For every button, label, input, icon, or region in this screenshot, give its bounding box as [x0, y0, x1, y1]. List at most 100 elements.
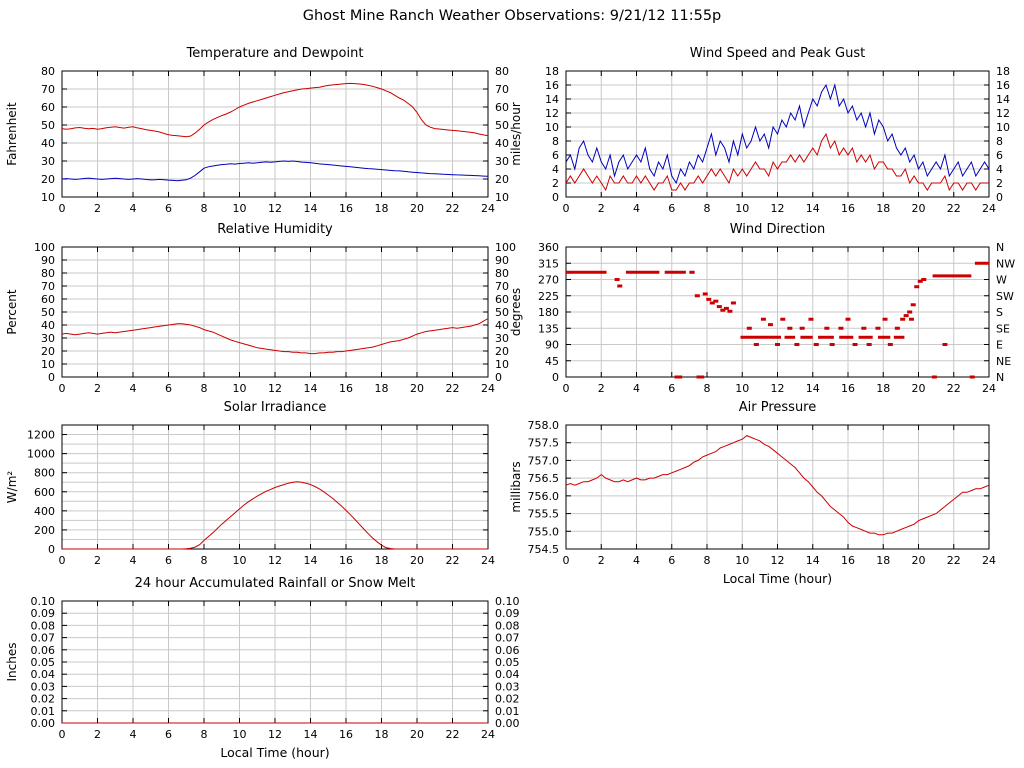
- svg-text:30: 30: [41, 155, 55, 168]
- svg-text:4: 4: [130, 554, 137, 567]
- svg-text:8: 8: [704, 202, 711, 215]
- svg-text:14: 14: [806, 202, 820, 215]
- svg-text:14: 14: [304, 728, 318, 741]
- svg-text:45: 45: [545, 355, 559, 368]
- series-peak-gust: [565, 83, 990, 185]
- svg-text:18: 18: [876, 202, 890, 215]
- svg-text:4: 4: [130, 382, 137, 395]
- svg-text:0.02: 0.02: [495, 693, 520, 706]
- svg-text:E: E: [996, 339, 1003, 352]
- svg-text:20: 20: [495, 173, 509, 186]
- svg-text:600: 600: [34, 486, 55, 499]
- svg-text:10: 10: [735, 554, 749, 567]
- chart-humidity: 0 2 4 6 8 10 12 14 16 18 20 22 240102030405060708090…: [5, 222, 516, 395]
- svg-text:40: 40: [495, 137, 509, 150]
- svg-text:2: 2: [94, 382, 101, 395]
- svg-text:8: 8: [201, 554, 208, 567]
- svg-text:24: 24: [481, 202, 495, 215]
- svg-text:0.06: 0.06: [495, 644, 520, 657]
- svg-text:0.09: 0.09: [495, 607, 520, 620]
- chart-title-winddir: Wind Direction: [730, 222, 826, 237]
- svg-text:22: 22: [446, 728, 460, 741]
- svg-text:10: 10: [495, 358, 509, 371]
- svg-text:50: 50: [41, 119, 55, 132]
- svg-text:6: 6: [668, 554, 675, 567]
- series-relative-humidity: [61, 318, 489, 355]
- svg-text:12: 12: [268, 382, 282, 395]
- svg-text:22: 22: [446, 382, 460, 395]
- svg-text:12: 12: [268, 554, 282, 567]
- svg-text:10: 10: [735, 202, 749, 215]
- svg-text:18: 18: [996, 65, 1010, 78]
- svg-text:SW: SW: [996, 290, 1014, 303]
- svg-text:80: 80: [41, 267, 55, 280]
- svg-text:16: 16: [841, 382, 855, 395]
- svg-text:10: 10: [41, 191, 55, 204]
- svg-text:360: 360: [538, 241, 559, 254]
- svg-text:2: 2: [94, 728, 101, 741]
- svg-text:20: 20: [410, 728, 424, 741]
- svg-text:N: N: [996, 371, 1004, 384]
- svg-text:22: 22: [446, 202, 460, 215]
- svg-text:4: 4: [996, 163, 1003, 176]
- svg-text:0.07: 0.07: [31, 632, 56, 645]
- svg-text:18: 18: [375, 382, 389, 395]
- svg-text:4: 4: [552, 163, 559, 176]
- svg-text:70: 70: [495, 83, 509, 96]
- svg-text:60: 60: [41, 101, 55, 114]
- svg-text:4: 4: [633, 554, 640, 567]
- svg-text:24: 24: [481, 554, 495, 567]
- svg-text:2: 2: [598, 554, 605, 567]
- svg-text:16: 16: [841, 554, 855, 567]
- svg-text:12: 12: [996, 107, 1010, 120]
- svg-text:4: 4: [633, 202, 640, 215]
- svg-text:70: 70: [41, 83, 55, 96]
- svg-text:6: 6: [552, 149, 559, 162]
- svg-text:0: 0: [59, 202, 66, 215]
- series-dewpoint: [61, 160, 489, 182]
- chart-temperature: 0 2 4 6 8 10 12 14 16 18 20 22 241020304050607080102…: [5, 46, 509, 215]
- svg-text:10: 10: [233, 728, 247, 741]
- svg-text:14: 14: [304, 382, 318, 395]
- svg-text:16: 16: [545, 79, 559, 92]
- svg-text:754.5: 754.5: [528, 543, 560, 556]
- y-axis-label-solar: W/m²: [5, 471, 19, 504]
- svg-text:20: 20: [912, 382, 926, 395]
- y-axis-label-pressure: millibars: [509, 461, 523, 512]
- svg-text:SE: SE: [996, 322, 1010, 335]
- svg-text:10: 10: [233, 202, 247, 215]
- chart-wind: 0 2 4 6 8 10 12 14 16 18 20 22 240246810121416180246…: [509, 46, 1010, 215]
- svg-text:20: 20: [912, 554, 926, 567]
- svg-text:18: 18: [375, 202, 389, 215]
- svg-text:24: 24: [982, 202, 996, 215]
- y-axis-label-wind: miles/hour: [509, 102, 523, 166]
- svg-text:758.0: 758.0: [528, 419, 560, 432]
- svg-text:22: 22: [947, 382, 961, 395]
- svg-text:12: 12: [771, 554, 785, 567]
- svg-text:0: 0: [563, 202, 570, 215]
- svg-text:40: 40: [41, 319, 55, 332]
- svg-text:12: 12: [268, 202, 282, 215]
- svg-text:22: 22: [947, 202, 961, 215]
- svg-text:0.03: 0.03: [31, 680, 56, 693]
- svg-text:756.5: 756.5: [528, 472, 560, 485]
- svg-text:315: 315: [538, 257, 559, 270]
- svg-text:2: 2: [598, 202, 605, 215]
- svg-text:10: 10: [233, 382, 247, 395]
- svg-text:800: 800: [34, 467, 55, 480]
- svg-text:100: 100: [34, 241, 55, 254]
- chart-title-rain: 24 hour Accumulated Rainfall or Snow Mel…: [135, 576, 416, 591]
- svg-text:24: 24: [982, 554, 996, 567]
- svg-text:60: 60: [41, 293, 55, 306]
- svg-text:4: 4: [130, 728, 137, 741]
- chart-title-solar: Solar Irradiance: [224, 400, 327, 415]
- svg-text:10: 10: [996, 121, 1010, 134]
- svg-text:8: 8: [704, 554, 711, 567]
- x-axis-label-rain: Local Time (hour): [220, 745, 329, 760]
- svg-text:20: 20: [912, 202, 926, 215]
- chart-title-pressure: Air Pressure: [739, 400, 817, 415]
- svg-text:16: 16: [339, 554, 353, 567]
- svg-text:8: 8: [552, 135, 559, 148]
- svg-text:757.0: 757.0: [528, 454, 560, 467]
- svg-text:16: 16: [339, 202, 353, 215]
